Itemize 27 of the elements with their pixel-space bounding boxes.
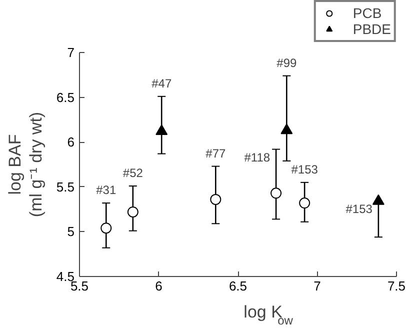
point: [280, 124, 293, 134]
x-tick-label: 6.5: [228, 278, 248, 294]
y-tick-label: 6.5: [56, 90, 75, 105]
y-tick-label: 7: [67, 45, 75, 60]
point: [156, 124, 168, 136]
point: [210, 194, 222, 205]
point: [299, 198, 310, 209]
x-tick-label: 7: [314, 278, 321, 294]
point: [127, 206, 138, 218]
annotation: #153: [346, 202, 373, 216]
annotation: #118: [244, 150, 270, 164]
annotation: #47: [152, 76, 172, 90]
y-tick-label: 5.5: [56, 179, 75, 194]
x-tick-label: 6: [155, 278, 162, 294]
annotation: #153: [291, 162, 318, 176]
annotation: #99: [276, 56, 297, 70]
x-tick-label: 7.5: [387, 278, 406, 294]
y-axis-title: log BAF (ml g⁻¹ dry wt): [6, 112, 46, 218]
annotation: #77: [206, 146, 226, 160]
y-tick-label: 6: [67, 134, 75, 150]
annotation: #31: [96, 183, 116, 198]
legend-label: PCB: [352, 5, 382, 21]
point: [100, 222, 112, 234]
annotation: #52: [122, 166, 144, 180]
legend-label: PBDE: [352, 21, 391, 37]
y-tick-label: 5: [67, 224, 75, 240]
point: [270, 188, 282, 199]
